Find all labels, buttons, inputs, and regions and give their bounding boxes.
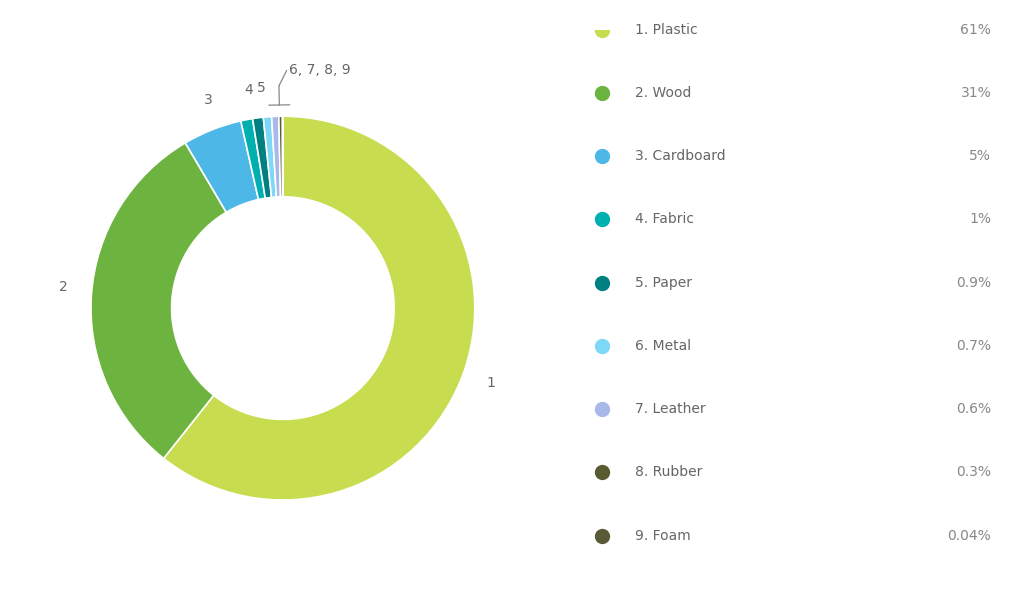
Text: 1%: 1% [970,213,991,226]
Text: 8. Rubber: 8. Rubber [635,465,702,479]
Wedge shape [279,116,283,197]
Text: 31%: 31% [961,86,991,100]
Wedge shape [164,116,475,500]
Text: 0.04%: 0.04% [947,528,991,543]
Text: 0.7%: 0.7% [956,339,991,353]
Text: 0.6%: 0.6% [956,402,991,416]
Text: 1. Plastic: 1. Plastic [635,23,697,37]
Text: 4: 4 [244,83,253,97]
Wedge shape [91,143,226,458]
Text: 3: 3 [204,94,213,107]
Text: 5%: 5% [970,149,991,163]
Text: 0.3%: 0.3% [956,465,991,479]
Text: 2. Wood: 2. Wood [635,86,691,100]
Text: 1: 1 [486,376,495,390]
Text: 4. Fabric: 4. Fabric [635,213,694,226]
Text: 9. Foam: 9. Foam [635,528,690,543]
Wedge shape [253,117,271,198]
Text: 7. Leather: 7. Leather [635,402,706,416]
Text: 5. Paper: 5. Paper [635,276,692,290]
Text: 5: 5 [257,81,266,96]
Wedge shape [271,116,281,197]
Text: 3. Cardboard: 3. Cardboard [635,149,726,163]
Wedge shape [241,119,265,199]
Text: 6. Metal: 6. Metal [635,339,691,353]
Text: 6, 7, 8, 9: 6, 7, 8, 9 [289,63,350,78]
Wedge shape [185,121,258,213]
Text: 61%: 61% [961,23,991,37]
Text: 2: 2 [58,281,68,294]
Text: 0.9%: 0.9% [956,276,991,290]
Wedge shape [263,116,276,198]
